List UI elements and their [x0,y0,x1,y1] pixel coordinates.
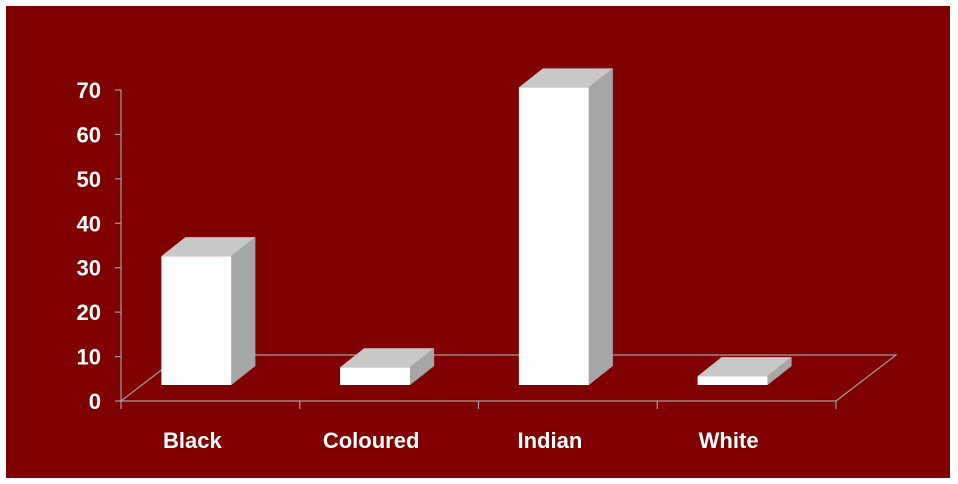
bar-white [697,357,792,385]
bar-front-face [340,367,411,385]
y-tick-label: 20 [77,300,101,325]
bar-side-face [231,237,256,385]
y-tick-label: 0 [89,389,101,414]
bar-top-face [161,237,256,257]
x-tick-label: White [699,428,759,453]
bar-coloured [340,348,435,385]
bar-top-face [518,68,613,88]
bar-side-face [767,357,792,385]
y-tick-label: 60 [77,122,101,147]
bar-front-face [697,376,768,385]
y-tick-label: 40 [77,211,101,236]
bar-top-face [697,357,792,377]
chart-floor [119,354,898,402]
y-tick-label: 10 [77,345,101,370]
bar-front-face [161,256,232,385]
y-tick-label: 50 [77,167,101,192]
x-tick-label: Coloured [323,428,420,453]
bar-side-face [410,348,435,385]
bar-front-face [518,87,589,385]
bar-top-face [340,348,435,368]
bar-chart: 0 10 20 30 40 50 60 70 Black Coloured Indian White [77,68,898,453]
chart-background: 0 10 20 30 40 50 60 70 Black Coloured Indian White [6,6,950,478]
bar-indian [518,68,613,386]
x-tick-label: Black [163,428,222,453]
x-tick-label: Indian [517,428,582,453]
bar-side-face [588,68,613,386]
y-tick-label: 70 [77,78,101,103]
bar-black [161,237,256,385]
y-tick-label: 30 [77,256,101,281]
